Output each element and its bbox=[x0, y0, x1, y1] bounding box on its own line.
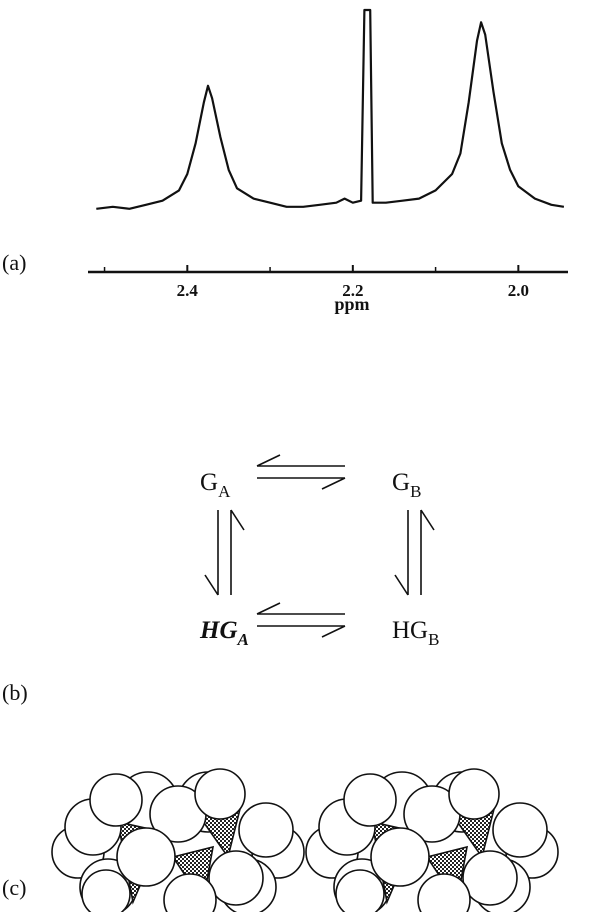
page: Figure {"chart_data": {"type": "line", "… bbox=[0, 0, 596, 912]
x-tick-label: 2.0 bbox=[508, 281, 529, 300]
node-main: G bbox=[200, 469, 218, 496]
space-filling-model bbox=[52, 769, 304, 912]
arrow bbox=[257, 478, 345, 489]
x-axis-label: ppm bbox=[334, 294, 369, 314]
arrow bbox=[205, 510, 218, 595]
node-main: G bbox=[392, 469, 410, 496]
node: GA bbox=[200, 469, 231, 501]
node-main: HG bbox=[392, 617, 428, 644]
arrow bbox=[257, 603, 345, 614]
node-sub: B bbox=[410, 482, 421, 501]
node-sub: A bbox=[237, 630, 249, 649]
arrow bbox=[395, 510, 408, 595]
body: (a) 2.42.22.0 ppm (b) GA GB HGA HGB (c) … bbox=[0, 0, 596, 912]
x-tick-label: 2.4 bbox=[177, 281, 199, 300]
arrow bbox=[231, 510, 244, 595]
spectrum-line bbox=[96, 10, 564, 209]
node-main: HG bbox=[199, 617, 238, 644]
panel-label: (b) bbox=[2, 680, 28, 705]
node-sub: B bbox=[428, 630, 439, 649]
space-filling-model bbox=[306, 769, 558, 912]
panel-label: (a) bbox=[2, 250, 26, 275]
node: HGA bbox=[199, 617, 249, 649]
arrow bbox=[257, 455, 345, 466]
scheme: GA GB HGA HGB bbox=[199, 455, 439, 649]
arrow bbox=[257, 626, 345, 637]
node: GB bbox=[392, 469, 421, 501]
figure: (a) 2.42.22.0 ppm (b) GA GB HGA HGB (c) bbox=[0, 0, 596, 912]
arrow bbox=[421, 510, 434, 595]
node: HGB bbox=[392, 617, 439, 649]
node-sub: A bbox=[218, 482, 231, 501]
panel-label: (c) bbox=[2, 875, 26, 900]
